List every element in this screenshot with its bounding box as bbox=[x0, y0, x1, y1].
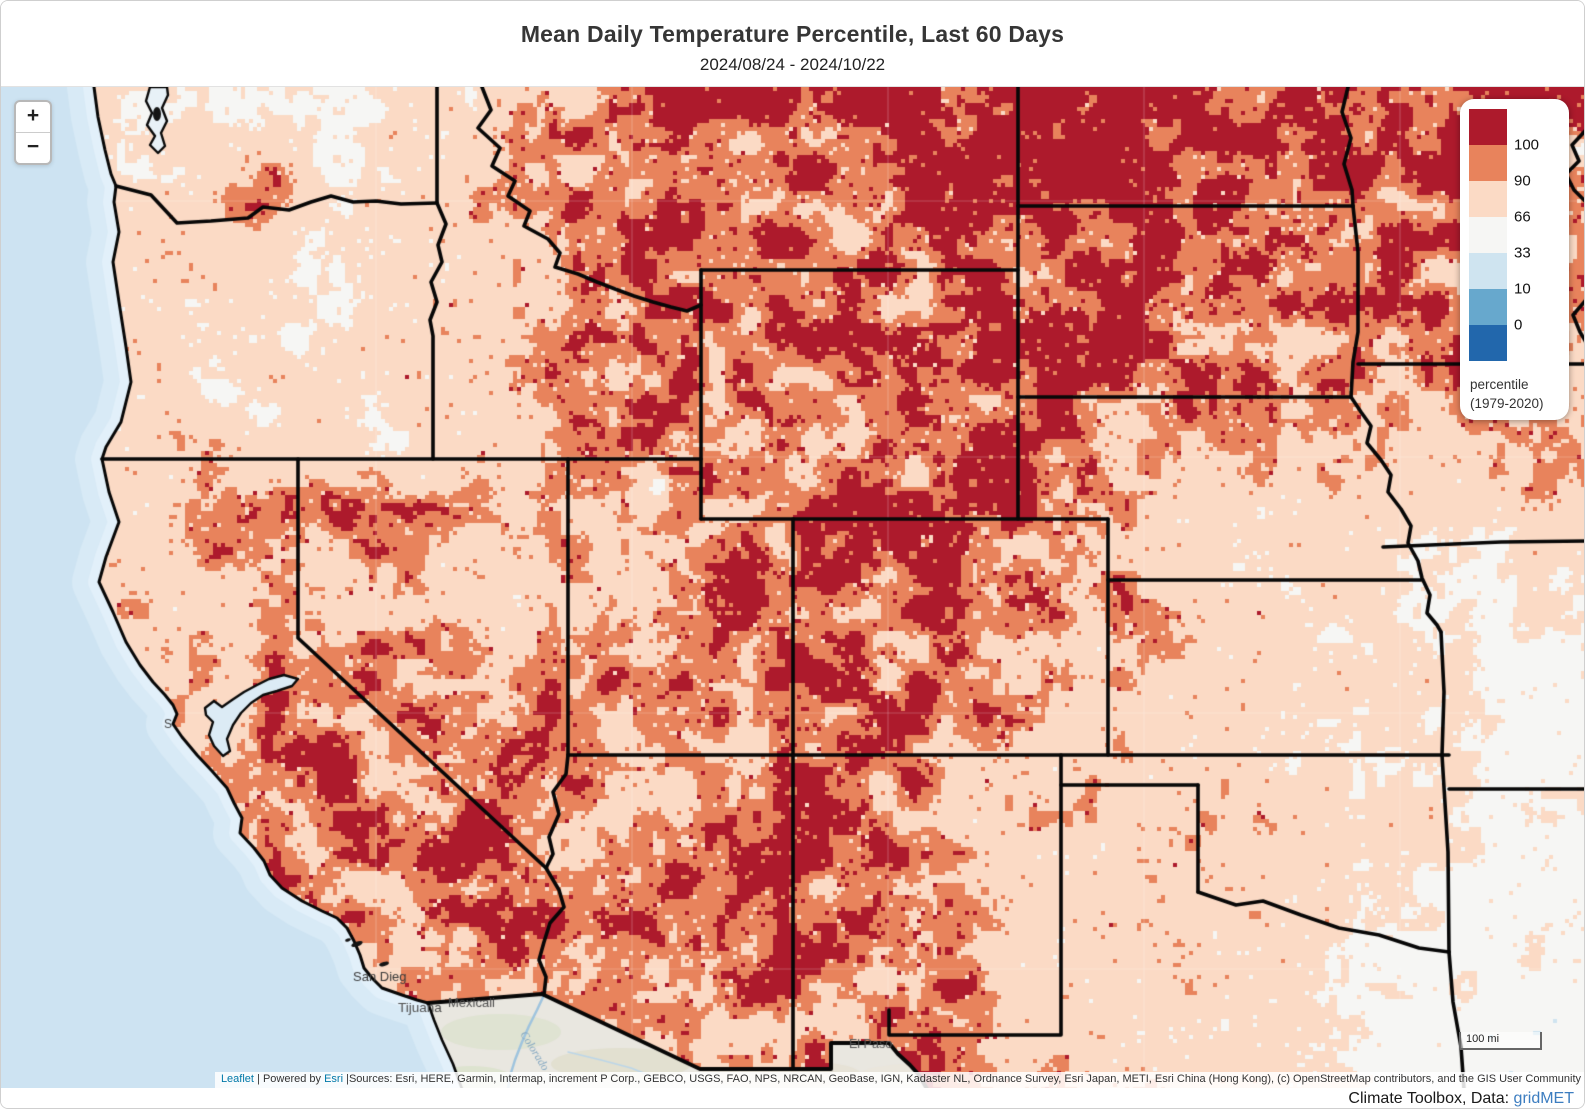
date-range: 2024/08/24 - 2024/10/22 bbox=[699, 55, 886, 74]
legend-boundary-label: 33 bbox=[1514, 244, 1531, 262]
legend-caption-line2: (1979-2020) bbox=[1470, 396, 1544, 411]
footer-bar: Climate Toolbox, Data: gridMET bbox=[1, 1088, 1584, 1108]
legend-swatches bbox=[1469, 109, 1507, 361]
legend-swatch bbox=[1469, 217, 1507, 253]
legend-boundary-label: 90 bbox=[1514, 172, 1531, 190]
attribution-text: |Sources: Esri, HERE, Garmin, Intermap, … bbox=[343, 1073, 1581, 1085]
zoom-in-button[interactable]: + bbox=[16, 102, 50, 133]
map-container: + − 100 90 66 33 10 0 percentile (1979-2020) … bbox=[1, 86, 1584, 1089]
legend-swatch bbox=[1469, 181, 1507, 217]
attribution-text: | Powered by bbox=[253, 1073, 325, 1085]
legend-swatch bbox=[1469, 325, 1507, 361]
legend-boundary-label: 66 bbox=[1514, 208, 1531, 226]
legend-boundary-label: 100 bbox=[1514, 136, 1540, 154]
attribution-link[interactable]: Leaflet bbox=[220, 1073, 254, 1085]
footer-credit-text: Climate Toolbox, Data: bbox=[1348, 1090, 1514, 1107]
legend-swatch bbox=[1469, 289, 1507, 325]
legend-swatch bbox=[1469, 145, 1507, 181]
zoom-control: + − bbox=[14, 100, 52, 165]
legend-caption-line1: percentile bbox=[1470, 377, 1529, 392]
scale-bar: 100 mi bbox=[1459, 1032, 1542, 1050]
attribution-link[interactable]: Esri bbox=[324, 1073, 344, 1085]
legend-swatch bbox=[1469, 109, 1507, 145]
legend-caption: percentile (1979-2020) bbox=[1470, 375, 1544, 413]
legend-boundary-label: 0 bbox=[1514, 316, 1523, 334]
attribution-bar: Leaflet | Powered by Esri |Sources: Esri… bbox=[214, 1072, 1584, 1089]
page-title: Mean Daily Temperature Percentile, Last … bbox=[520, 21, 1065, 47]
legend-swatch bbox=[1469, 253, 1507, 289]
zoom-out-button[interactable]: − bbox=[26, 135, 40, 158]
scale-bar-label: 100 mi bbox=[1466, 1033, 1500, 1045]
legend-boundary-label: 10 bbox=[1514, 280, 1531, 298]
map-canvas[interactable] bbox=[1, 87, 1584, 1089]
gridmet-link[interactable]: gridMET bbox=[1513, 1090, 1574, 1107]
legend-panel: 100 90 66 33 10 0 percentile (1979-2020) bbox=[1460, 99, 1569, 420]
map-header: Mean Daily Temperature Percentile, Last … bbox=[1, 1, 1584, 86]
